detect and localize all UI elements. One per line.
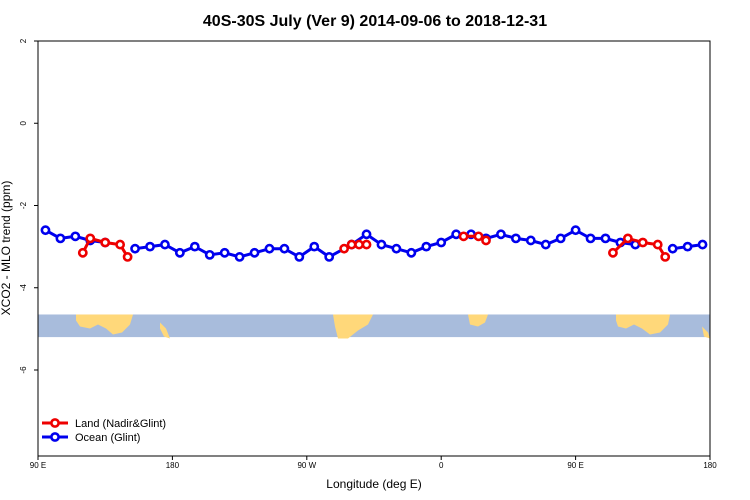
data-point [85, 233, 96, 244]
series-ocean-glint- [40, 225, 708, 262]
data-point [570, 225, 581, 236]
data-point [510, 233, 521, 244]
data-point [115, 239, 126, 250]
south-america-land [333, 314, 373, 339]
x-tick-label: 90 W [297, 461, 316, 470]
y-tick-label: -6 [19, 366, 28, 374]
data-point [608, 247, 618, 258]
data-point [525, 235, 536, 246]
y-axis-label: XCO2 - MLO trend (ppm) [0, 181, 13, 316]
data-point [391, 243, 402, 254]
data-point [652, 239, 663, 250]
australia-land-2 [616, 314, 670, 335]
data-point [496, 229, 506, 240]
data-point [585, 233, 596, 244]
data-point [660, 252, 671, 262]
legend-label: Land (Nadir&Glint) [75, 418, 166, 430]
data-point [361, 229, 372, 240]
data-point [264, 243, 275, 254]
data-point [234, 252, 245, 262]
y-tick-label: 0 [19, 120, 28, 125]
series-line [134, 228, 636, 259]
legend-item: Ocean (Glint) [42, 432, 140, 444]
data-point [160, 239, 170, 250]
x-axis: 90 E 180 90 W 0 90 E 180 [30, 456, 717, 470]
data-point [667, 243, 678, 254]
x-tick-label: 90 E [30, 461, 46, 470]
plot-area [37, 40, 711, 457]
legend: Land (Nadir&Glint) Ocean (Glint) [42, 418, 166, 444]
ocean-band [38, 314, 710, 338]
x-tick-label: 0 [439, 461, 444, 470]
data-point [204, 249, 215, 260]
map-band [38, 314, 710, 339]
data-point [697, 239, 708, 250]
data-point [70, 231, 81, 242]
south-africa-land [468, 314, 488, 327]
data-point [622, 233, 633, 244]
data-point [219, 247, 230, 258]
data-point [294, 252, 305, 262]
legend-item: Land (Nadir&Glint) [42, 418, 166, 430]
data-point [249, 247, 260, 258]
data-point [122, 252, 133, 262]
data-point [145, 241, 155, 252]
x-tick-label: 90 E [567, 461, 583, 470]
data-point [436, 237, 447, 248]
x-tick-label: 180 [703, 461, 717, 470]
x-axis-label: Longitude (deg E) [326, 477, 421, 491]
data-point [55, 233, 66, 244]
y-tick-label: -4 [19, 284, 28, 292]
data-point [189, 241, 200, 252]
series-layer [40, 225, 708, 262]
series-land-nadir-glint- [77, 231, 671, 262]
y-axis: 2 0 -2 -4 -6 [19, 38, 38, 374]
data-point [540, 239, 551, 250]
data-point [174, 247, 185, 258]
y-tick-label: 2 [19, 38, 28, 43]
data-point [473, 231, 484, 242]
data-point [324, 252, 335, 262]
data-point [361, 239, 372, 250]
data-point [451, 229, 462, 240]
new-zealand-land-2 [702, 326, 710, 339]
data-point [346, 239, 357, 250]
data-point [40, 225, 51, 236]
legend-marker [50, 418, 60, 428]
data-point [339, 243, 350, 254]
data-point [130, 243, 140, 254]
data-point [406, 247, 417, 258]
data-point [376, 239, 387, 250]
x-tick-label: 180 [166, 461, 180, 470]
new-zealand-land-1 [160, 322, 170, 339]
data-point [309, 241, 320, 252]
data-point [458, 231, 469, 242]
chart-title: 40S-30S July (Ver 9) 2014-09-06 to 2018-… [203, 13, 547, 30]
data-point [421, 241, 432, 252]
data-point [77, 247, 88, 258]
legend-marker [50, 432, 60, 442]
data-point [682, 241, 693, 252]
data-point [600, 233, 611, 244]
data-point [481, 235, 491, 246]
data-point [279, 243, 290, 254]
australia-land-1 [76, 314, 133, 335]
y-tick-label: -2 [19, 201, 28, 209]
data-point [555, 233, 566, 244]
data-point [637, 237, 648, 248]
legend-label: Ocean (Glint) [75, 432, 140, 444]
data-point [100, 237, 111, 248]
data-point [354, 239, 364, 250]
